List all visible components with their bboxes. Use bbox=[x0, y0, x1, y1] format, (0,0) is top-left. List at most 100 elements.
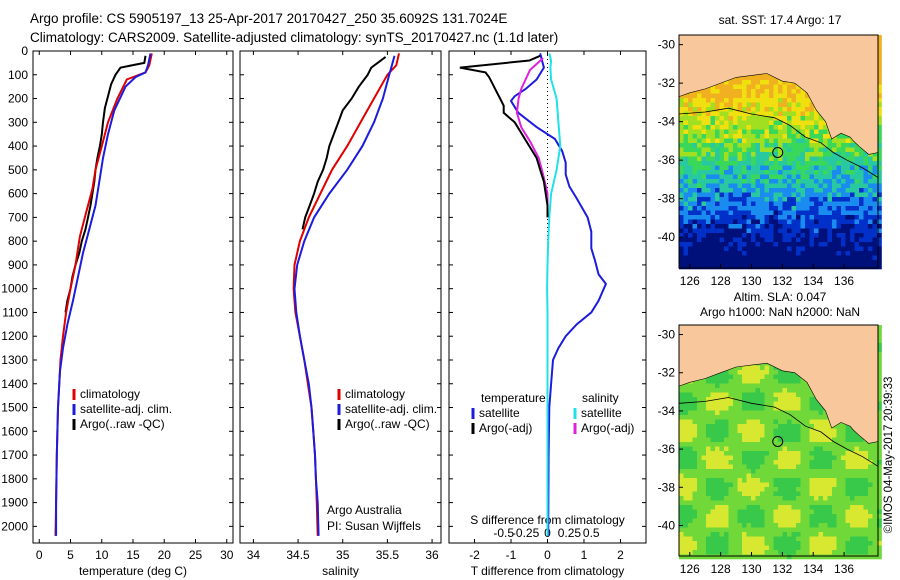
sst-map-cell bbox=[827, 237, 833, 243]
sla-map-cell bbox=[755, 518, 761, 524]
sst-map-cell bbox=[809, 210, 815, 216]
sst-map-cell bbox=[764, 111, 770, 117]
sla-map-cell bbox=[832, 496, 837, 501]
sla-map-cell bbox=[791, 518, 797, 524]
sst-map-cell bbox=[760, 224, 765, 229]
sla-map-cell bbox=[688, 487, 693, 492]
sst-map-cell bbox=[737, 89, 743, 94]
sst-map-cell bbox=[863, 264, 869, 270]
sst-map-cell bbox=[773, 251, 779, 256]
sst-map-cell bbox=[877, 93, 882, 99]
sla-map-cell bbox=[850, 541, 855, 546]
sla-map-cell bbox=[715, 401, 720, 407]
sst-map-cell bbox=[733, 251, 738, 256]
sst-map-cell bbox=[872, 188, 878, 193]
sla-map-cell bbox=[778, 469, 783, 474]
sla-map-cell bbox=[733, 505, 738, 510]
sla-map-cell bbox=[742, 541, 747, 546]
sst-map-cell bbox=[769, 120, 774, 126]
sla-map-cell bbox=[724, 370, 729, 375]
sst-map-cell bbox=[751, 93, 756, 99]
sla-map-cell bbox=[733, 370, 738, 375]
sla-map-cell bbox=[809, 527, 815, 533]
sst-map-cell bbox=[832, 260, 837, 265]
sst-map-cell bbox=[868, 246, 873, 252]
sla-map-cell bbox=[692, 496, 698, 501]
sst-map-cell bbox=[769, 183, 774, 189]
sla-map-cell bbox=[724, 545, 729, 551]
sla-map-cell bbox=[868, 505, 873, 510]
sst-map-cell bbox=[697, 156, 702, 162]
sla-map-cell bbox=[863, 545, 869, 551]
sst-map-cell bbox=[728, 129, 734, 135]
sst-map-cell bbox=[760, 138, 765, 144]
sla-map-cell bbox=[841, 442, 846, 447]
sst-map-cell bbox=[832, 174, 837, 180]
temperature-panel-xtick-label: 30 bbox=[220, 548, 234, 562]
sla-map-cell bbox=[814, 410, 819, 416]
sla-map-cell bbox=[737, 509, 743, 515]
sst-map-cell bbox=[764, 161, 770, 166]
sla-map-cell bbox=[728, 460, 734, 465]
sla-map-cell bbox=[733, 442, 738, 447]
sla-map-cell bbox=[724, 406, 729, 411]
sst-map-cell bbox=[809, 206, 815, 211]
sla-map-cell bbox=[850, 518, 855, 524]
sla-map-cell bbox=[773, 469, 779, 474]
sla-map-cell bbox=[782, 554, 788, 560]
difference-legend-header-temperature: temperature bbox=[481, 391, 546, 405]
sla-map-cell bbox=[769, 397, 774, 402]
sst-map-cell bbox=[805, 264, 810, 270]
sla-map-cell bbox=[872, 545, 878, 551]
sla-map-cell bbox=[877, 338, 882, 344]
sla-map-cell bbox=[760, 523, 765, 528]
sla-map-cell bbox=[778, 496, 783, 501]
sla-map-cell bbox=[814, 428, 819, 434]
sla-map-cell bbox=[733, 473, 738, 479]
sla-map-cell bbox=[778, 433, 783, 438]
sst-map-cell bbox=[715, 188, 720, 193]
salinity-panel-xtick-label: 34 bbox=[247, 548, 261, 562]
sla-map-cell bbox=[791, 545, 797, 551]
sst-map-cell bbox=[692, 201, 698, 207]
sst-map-cell bbox=[692, 224, 698, 229]
sst-map-cell bbox=[728, 255, 734, 261]
sst-map-cell bbox=[809, 102, 815, 108]
sla-map-cell bbox=[737, 410, 743, 416]
sst-map-cell bbox=[791, 170, 797, 175]
sla-map-cell bbox=[728, 514, 734, 519]
sla-map-cell bbox=[760, 541, 765, 546]
sla-map-cell bbox=[755, 433, 761, 438]
sla-map-cell bbox=[751, 527, 756, 533]
sst-map-cell bbox=[688, 111, 693, 117]
sst-map-cell bbox=[854, 251, 860, 256]
sst-map-cell bbox=[755, 188, 761, 193]
sst-map-cell bbox=[692, 93, 698, 99]
sst-map-cell bbox=[782, 138, 788, 144]
sst-map-cell bbox=[845, 255, 851, 261]
sst-map-cell bbox=[688, 179, 693, 184]
sst-map-cell bbox=[863, 174, 869, 180]
sla-map-cell bbox=[764, 523, 770, 528]
sst-map-cell bbox=[850, 260, 855, 265]
sst-map-cell bbox=[809, 188, 815, 193]
sla-map-cell bbox=[733, 482, 738, 488]
sst-map-cell bbox=[760, 120, 765, 126]
sla-map-cell bbox=[755, 482, 761, 488]
sla-map-cell bbox=[683, 532, 689, 537]
sla-map-cell bbox=[877, 428, 882, 434]
sla-map-cell bbox=[814, 532, 819, 537]
sst-map-cell bbox=[872, 264, 878, 270]
sst-map-cell bbox=[715, 107, 720, 112]
sla-map-cell bbox=[733, 478, 738, 483]
sst-map-cell bbox=[706, 255, 711, 261]
sla-map-cell bbox=[737, 500, 743, 506]
sla-map-cell bbox=[850, 451, 855, 456]
sla-map-cell bbox=[877, 415, 882, 420]
sla-map-cell bbox=[845, 554, 851, 560]
sla-map-cell bbox=[697, 478, 702, 483]
sst-map-cell bbox=[733, 206, 738, 211]
sst-map-cell bbox=[863, 251, 869, 256]
sla-map-cell bbox=[778, 464, 783, 470]
sla-map-cell bbox=[850, 536, 855, 542]
